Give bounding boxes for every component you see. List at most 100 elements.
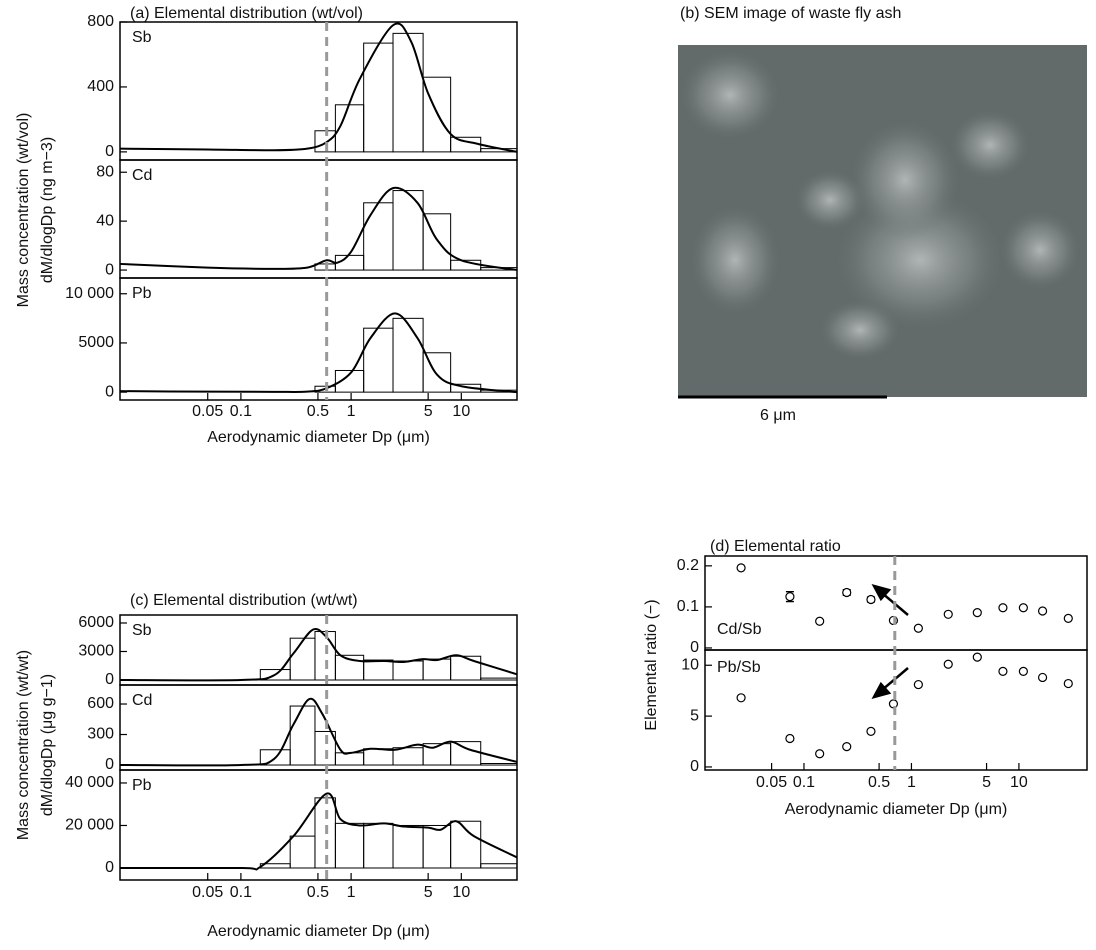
x-tick-label: 0.05 — [756, 774, 787, 791]
x-tick-label: 1 — [347, 403, 356, 420]
particle — [690, 205, 780, 315]
y-tick-label: 800 — [87, 13, 114, 30]
subplot-label: Cd — [132, 692, 152, 709]
x-tick-label: 1 — [347, 884, 356, 901]
y-tick-label: 300 — [87, 726, 114, 743]
bar — [363, 748, 394, 766]
bar — [422, 352, 452, 393]
y-tick-label: 600 — [87, 695, 114, 712]
bar — [422, 824, 452, 869]
subplot-frame — [119, 769, 518, 881]
point — [785, 733, 795, 744]
x-tick-label: 0.05 — [192, 884, 223, 901]
fit-curve — [119, 186, 518, 272]
particle — [950, 110, 1030, 180]
point — [1037, 606, 1048, 616]
fit-curve — [119, 792, 518, 871]
point — [842, 587, 852, 598]
subplot-frame — [119, 277, 518, 401]
x-tick-label: 5 — [424, 403, 433, 420]
x-tick-label: 0.1 — [793, 774, 815, 791]
point — [866, 726, 876, 736]
point — [866, 594, 876, 605]
scale-label: 6 μm — [760, 407, 796, 424]
subplot-label: Sb — [132, 29, 152, 46]
panel-title: (a) Elemental distribution (wt/vol) — [130, 5, 363, 22]
y-axis-label: dM/dlogDp (μg g−1) — [39, 674, 56, 816]
y-axis-label: Elemental ratio (−) — [643, 599, 660, 730]
y-axis-label: Mass concentration (wt/wt) — [15, 650, 32, 840]
point — [1018, 603, 1028, 613]
panel: (b) SEM image of waste fly ash 6 μm — [680, 5, 901, 424]
y-axis-label: dM/dlogDp (ng m−3) — [39, 137, 56, 283]
arrows — [871, 584, 909, 699]
bar — [450, 655, 482, 681]
bar — [422, 76, 452, 153]
x-tick-label: 1 — [907, 774, 916, 791]
particle — [850, 120, 960, 240]
point — [815, 749, 825, 759]
particle — [1000, 210, 1080, 290]
bar — [392, 32, 424, 153]
panel-title: (c) Elemental distribution (wt/wt) — [130, 592, 358, 609]
y-tick-label: 80 — [96, 163, 114, 180]
point — [736, 693, 746, 703]
bar — [480, 677, 518, 681]
subplot-label: Cd — [132, 167, 152, 184]
subplot-label: Pb — [132, 285, 152, 302]
bar — [289, 637, 316, 681]
subplot-label: Pb/Sb — [717, 659, 761, 676]
bar — [422, 658, 452, 681]
x-tick-label: 10 — [452, 403, 470, 420]
y-tick-label: 0 — [690, 758, 699, 775]
point — [998, 666, 1008, 676]
bar — [450, 741, 482, 766]
y-tick-label: 0 — [105, 756, 114, 773]
x-tick-label: 10 — [452, 884, 470, 901]
y-tick-label: 0.1 — [677, 598, 699, 615]
y-tick-label: 0 — [105, 671, 114, 688]
bar — [450, 136, 482, 153]
bar — [363, 822, 394, 869]
x-axis-label: Aerodynamic diameter Dp (μm) — [785, 801, 1008, 818]
subplot-frame — [119, 684, 518, 771]
y-tick-label: 0 — [105, 859, 114, 876]
bar — [480, 762, 518, 766]
point — [842, 742, 852, 752]
bar — [289, 835, 316, 869]
x-tick-label: 10 — [1010, 774, 1028, 791]
point — [736, 563, 746, 573]
x-tick-label: 0.5 — [307, 884, 329, 901]
arrow-head — [871, 681, 892, 699]
point — [913, 679, 923, 690]
y-tick-label: 0.2 — [677, 557, 699, 574]
panel-title: (b) SEM image of waste fly ash — [680, 5, 901, 22]
bar — [392, 317, 424, 393]
bar — [363, 202, 394, 271]
point — [943, 659, 953, 669]
y-tick-label: 40 000 — [65, 774, 114, 791]
bar — [480, 863, 518, 869]
bar — [363, 42, 394, 153]
point — [972, 608, 982, 618]
subplot-label: Sb — [132, 622, 152, 639]
subplot-label: Cd/Sb — [717, 621, 762, 638]
panel: (c) Elemental distribution (wt/wt) Sb 0 300… — [15, 592, 518, 940]
point — [943, 609, 953, 619]
x-tick-label: 0.05 — [192, 403, 223, 420]
bar — [363, 659, 394, 681]
y-tick-label: 0 — [105, 383, 114, 400]
y-tick-label: 10 000 — [65, 285, 114, 302]
y-tick-label: 6000 — [78, 614, 114, 631]
x-tick-label: 5 — [424, 884, 433, 901]
point — [1063, 678, 1073, 689]
panel: (d) Elemental ratioCd/Sb00.10.2Pb/Sb0510… — [643, 538, 1088, 818]
point — [1063, 613, 1073, 623]
y-tick-label: 5000 — [78, 334, 114, 351]
point — [1018, 666, 1028, 676]
y-tick-label: 3000 — [78, 643, 114, 660]
bar — [450, 820, 482, 869]
fit-curve — [119, 22, 518, 153]
x-axis-label: Aerodynamic diameter Dp (μm) — [207, 429, 430, 446]
